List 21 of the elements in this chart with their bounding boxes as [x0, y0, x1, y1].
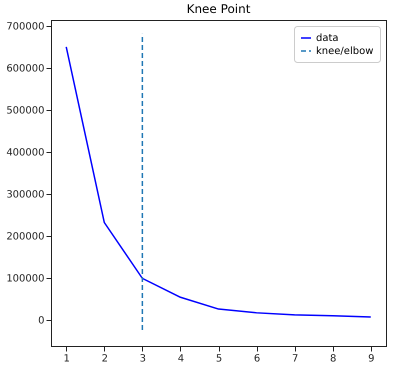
line-series: [65, 46, 372, 318]
y-tick-label: 200000: [6, 231, 44, 242]
y-tick-label: 100000: [6, 273, 44, 284]
y-tick-label: 700000: [6, 21, 44, 32]
x-tick-label: 8: [330, 354, 336, 364]
y-tick-label: 500000: [6, 105, 44, 116]
x-tick-label: 4: [178, 354, 184, 364]
y-tick-label: 600000: [6, 63, 44, 74]
x-tick-label: 2: [102, 354, 108, 364]
legend-label: data: [316, 33, 339, 44]
x-tick-label: 3: [140, 354, 146, 364]
y-tick-label: 400000: [6, 147, 44, 158]
x-tick-label: 1: [64, 354, 70, 364]
x-tick-label: 5: [216, 354, 222, 364]
chart-title: Knee Point: [186, 2, 251, 16]
x-tick-label: 7: [292, 354, 298, 364]
y-tick-label: 300000: [6, 189, 44, 200]
legend-label: knee/elbow: [316, 46, 374, 57]
x-tick-label: 9: [368, 354, 374, 364]
y-tick-label: 0: [38, 315, 44, 326]
x-tick-label: 6: [254, 354, 260, 364]
